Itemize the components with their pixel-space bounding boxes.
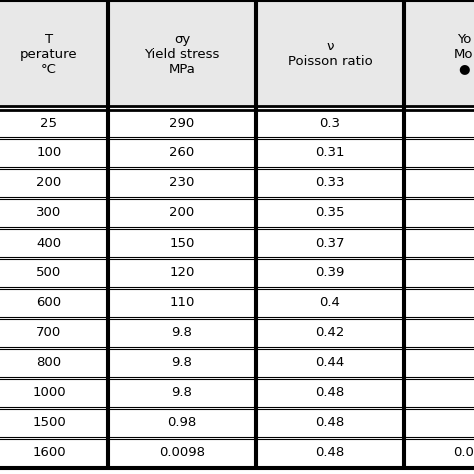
Text: 0.33: 0.33 <box>315 176 345 190</box>
Bar <box>404 318 474 348</box>
Text: 0.42: 0.42 <box>315 327 345 339</box>
Text: 0.48: 0.48 <box>315 417 345 429</box>
Text: 800: 800 <box>36 356 62 370</box>
Text: 400: 400 <box>36 237 62 249</box>
Text: 1000: 1000 <box>32 386 66 400</box>
Bar <box>108 408 256 438</box>
Bar <box>256 108 404 138</box>
Text: 260: 260 <box>169 146 195 159</box>
Text: 0.3: 0.3 <box>319 117 340 129</box>
Bar <box>256 438 404 468</box>
Bar <box>0 408 108 438</box>
Bar <box>0 198 108 228</box>
Text: 0.35: 0.35 <box>315 207 345 219</box>
Text: 200: 200 <box>36 176 62 190</box>
Text: 0.44: 0.44 <box>315 356 345 370</box>
Bar <box>256 378 404 408</box>
Text: 700: 700 <box>36 327 62 339</box>
Bar <box>256 138 404 168</box>
Bar <box>108 258 256 288</box>
Bar <box>0 438 108 468</box>
Bar <box>404 438 474 468</box>
Text: 0.37: 0.37 <box>315 237 345 249</box>
Bar <box>404 198 474 228</box>
Text: T
perature
°C: T perature °C <box>20 33 78 75</box>
Text: 1600: 1600 <box>32 447 66 459</box>
Text: 230: 230 <box>169 176 195 190</box>
Text: Yo
Mo
●: Yo Mo ● <box>454 33 474 75</box>
Text: 200: 200 <box>169 207 195 219</box>
Bar <box>256 258 404 288</box>
Bar <box>404 288 474 318</box>
Text: 0.0098: 0.0098 <box>159 447 205 459</box>
Text: 0.98: 0.98 <box>167 417 197 429</box>
Bar <box>108 288 256 318</box>
Text: 120: 120 <box>169 266 195 280</box>
Text: 1500: 1500 <box>32 417 66 429</box>
Bar <box>256 228 404 258</box>
Text: 290: 290 <box>169 117 195 129</box>
Bar <box>256 348 404 378</box>
Text: 0.31: 0.31 <box>315 146 345 159</box>
Bar <box>0 288 108 318</box>
Bar <box>0 138 108 168</box>
Text: 300: 300 <box>36 207 62 219</box>
Bar <box>256 0 404 108</box>
Text: 0.39: 0.39 <box>315 266 345 280</box>
Bar <box>0 168 108 198</box>
Bar <box>108 438 256 468</box>
Text: 0.48: 0.48 <box>315 386 345 400</box>
Bar <box>108 228 256 258</box>
Bar <box>404 378 474 408</box>
Bar <box>404 0 474 108</box>
Bar <box>0 0 108 108</box>
Bar <box>404 108 474 138</box>
Bar <box>108 378 256 408</box>
Bar <box>256 288 404 318</box>
Bar <box>0 258 108 288</box>
Text: 9.8: 9.8 <box>172 356 192 370</box>
Bar <box>404 408 474 438</box>
Bar <box>0 318 108 348</box>
Bar <box>404 168 474 198</box>
Text: 600: 600 <box>36 297 62 310</box>
Text: 500: 500 <box>36 266 62 280</box>
Text: 0.48: 0.48 <box>315 447 345 459</box>
Bar <box>0 348 108 378</box>
Bar <box>404 348 474 378</box>
Text: 0.4: 0.4 <box>319 297 340 310</box>
Bar <box>108 318 256 348</box>
Text: 25: 25 <box>40 117 57 129</box>
Text: 9.8: 9.8 <box>172 327 192 339</box>
Bar <box>256 408 404 438</box>
Bar <box>404 258 474 288</box>
Text: 100: 100 <box>36 146 62 159</box>
Text: σy
Yield stress
MPa: σy Yield stress MPa <box>144 33 219 75</box>
Bar <box>108 138 256 168</box>
Bar <box>256 168 404 198</box>
Bar <box>0 108 108 138</box>
Text: ν
Poisson ratio: ν Poisson ratio <box>288 40 373 68</box>
Text: 0.0: 0.0 <box>454 447 474 459</box>
Bar <box>108 348 256 378</box>
Bar <box>108 198 256 228</box>
Bar <box>108 108 256 138</box>
Bar <box>108 168 256 198</box>
Text: 9.8: 9.8 <box>172 386 192 400</box>
Bar <box>0 378 108 408</box>
Bar <box>256 318 404 348</box>
Bar <box>0 228 108 258</box>
Bar <box>108 0 256 108</box>
Bar <box>404 138 474 168</box>
Text: 110: 110 <box>169 297 195 310</box>
Bar <box>256 198 404 228</box>
Text: 150: 150 <box>169 237 195 249</box>
Bar <box>404 228 474 258</box>
